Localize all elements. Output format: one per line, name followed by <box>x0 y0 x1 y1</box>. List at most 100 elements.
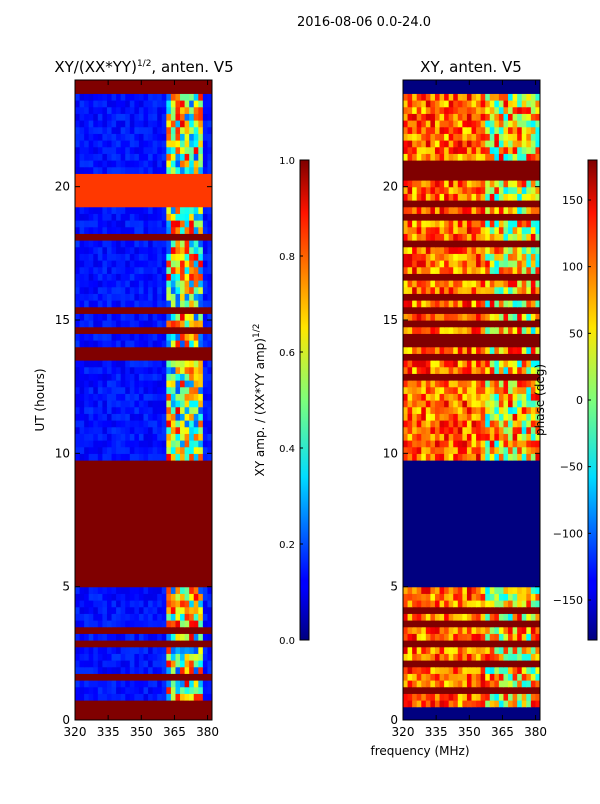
left-heat-cell <box>125 293 131 301</box>
left-heat-cell <box>106 113 113 121</box>
right-heat-cell <box>407 633 413 641</box>
left-heat-cell <box>84 373 90 381</box>
right-heat-cell <box>466 386 473 394</box>
right-heat-cell <box>512 113 518 121</box>
left-heat-cell <box>170 373 177 381</box>
right-heat-cell <box>434 660 441 668</box>
right-heat-cell <box>407 280 413 288</box>
right-heat-cell <box>407 126 413 134</box>
right-heat-cell <box>485 266 491 274</box>
right-heat-cell <box>444 413 450 421</box>
left-heat-cell <box>148 700 154 708</box>
right-heat-cell <box>448 400 454 408</box>
left-heat-cell <box>184 633 190 641</box>
right-heat-cell <box>494 146 500 154</box>
left-heat-cell <box>79 373 85 381</box>
right-heat-cell <box>444 260 450 268</box>
left-heat-cell <box>180 226 186 234</box>
right-heat-cell <box>535 613 540 621</box>
left-heat-cell <box>152 166 158 174</box>
left-heat-cell <box>134 666 140 674</box>
right-heat-cell <box>485 206 491 214</box>
left-heat-cell <box>193 140 199 148</box>
left-heat-cell <box>97 653 103 661</box>
left-heat-cell <box>148 300 154 308</box>
left-heat-cell <box>157 653 163 661</box>
right-heat-cell <box>512 353 518 361</box>
right-heat-cell <box>444 200 450 208</box>
right-heat-cell <box>425 613 431 621</box>
right-heat-cell <box>480 386 486 394</box>
right-heat-cell <box>476 186 482 194</box>
right-heat-cell <box>457 406 463 414</box>
left-heat-cell <box>180 613 186 621</box>
right-heat-cell <box>498 286 505 294</box>
left-heat-cell <box>161 380 167 388</box>
left-heat-cell <box>143 240 149 248</box>
right-heat-cell <box>448 686 454 694</box>
right-heat-cell <box>503 433 509 441</box>
right-heat-cell <box>403 313 409 321</box>
left-heat-cell <box>202 220 209 228</box>
right-heat-cell <box>480 266 486 274</box>
right-heat-cell <box>530 700 537 708</box>
left-heat-row <box>75 573 212 581</box>
left-heat-cell <box>161 206 167 214</box>
right-heat-cell <box>434 246 441 254</box>
left-heat-cell <box>143 633 149 641</box>
left-heat-cell <box>143 686 149 694</box>
left-heat-cell <box>189 600 195 608</box>
left-heat-cell <box>193 120 199 128</box>
left-heat-cell <box>116 206 122 214</box>
left-heat-row <box>75 506 212 514</box>
left-heat-cell <box>152 626 158 634</box>
right-ytick-label: 10 <box>383 446 398 460</box>
left-heat-row <box>75 540 212 548</box>
left-heat-cell <box>129 593 135 601</box>
right-heat-cell <box>503 293 509 301</box>
left-heat-cell <box>134 453 140 461</box>
left-heat-cell <box>84 420 90 428</box>
left-heat-cell <box>125 406 131 414</box>
right-heat-cell <box>430 446 436 454</box>
left-heat-cell <box>88 613 94 621</box>
right-heat-cell <box>448 373 454 381</box>
right-heat-cell <box>530 440 537 448</box>
right-heat-cell <box>494 433 500 441</box>
left-heat-cell <box>161 693 167 701</box>
right-heat-cell <box>521 240 527 248</box>
right-heat-cell <box>521 700 527 708</box>
right-heat-cell <box>453 646 459 654</box>
left-heat-cell <box>79 433 85 441</box>
right-heat-cell <box>462 160 468 168</box>
left-heat-cell <box>102 640 108 648</box>
right-heat-cell <box>530 640 537 648</box>
left-heat-cell <box>93 626 99 634</box>
right-heat-cell <box>535 653 540 661</box>
right-heat-cell <box>430 206 436 214</box>
left-heat-cell <box>129 373 135 381</box>
right-heat-cell <box>476 233 482 241</box>
left-heat-cell <box>125 633 131 641</box>
left-heat-cell <box>125 313 131 321</box>
left-heat-cell <box>84 633 90 641</box>
right-heat-cell <box>526 220 532 228</box>
left-heat-cell <box>88 393 94 401</box>
left-heat-cell <box>180 420 186 428</box>
left-heat-cell <box>143 333 149 341</box>
right-heat-cell <box>535 180 540 188</box>
right-heat-cell <box>412 246 418 254</box>
right-heat-cell <box>403 306 409 314</box>
right-heat-cell <box>530 646 537 654</box>
left-heat-cell <box>125 613 131 621</box>
right-heat-cell <box>403 360 409 368</box>
right-heat-cell <box>503 453 509 461</box>
right-heat-cell <box>412 660 418 668</box>
left-heat-cell <box>152 366 158 374</box>
right-heat-cell <box>530 253 537 261</box>
right-heat-cell <box>448 386 454 394</box>
right-heat-cell <box>457 626 463 634</box>
right-heat-cell <box>494 606 500 614</box>
left-heat-cell <box>125 626 131 634</box>
right-heat-cell <box>530 113 537 121</box>
